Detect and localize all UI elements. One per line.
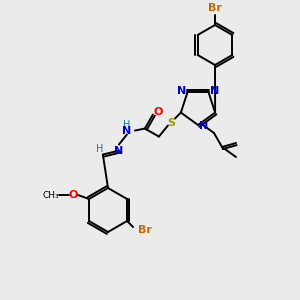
Text: O: O bbox=[153, 106, 163, 117]
Text: H: H bbox=[96, 144, 103, 154]
Text: S: S bbox=[167, 118, 175, 128]
Text: N: N bbox=[114, 146, 124, 156]
Text: Br: Br bbox=[138, 225, 152, 235]
Text: Br: Br bbox=[208, 3, 222, 13]
Text: N: N bbox=[177, 86, 186, 96]
Text: O: O bbox=[68, 190, 78, 200]
Text: N: N bbox=[210, 86, 219, 96]
Text: N: N bbox=[122, 126, 131, 136]
Text: H: H bbox=[123, 120, 130, 130]
Text: CH₃: CH₃ bbox=[43, 190, 59, 200]
Text: N: N bbox=[200, 121, 208, 131]
